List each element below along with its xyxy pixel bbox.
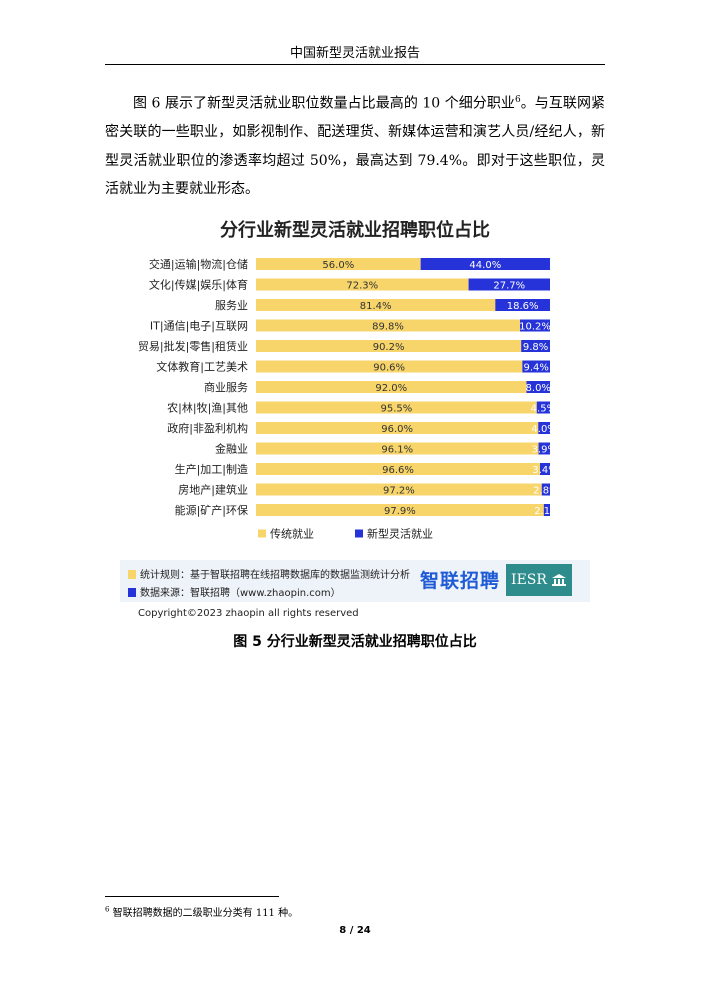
category-label: 生产|加工|制造 [175, 462, 248, 476]
flexible-value-label: 9.8% [523, 342, 548, 353]
traditional-value-label: 90.2% [373, 342, 405, 353]
legend-swatch [258, 529, 266, 538]
traditional-bar [256, 278, 469, 291]
traditional-value-label: 72.3% [346, 281, 378, 292]
traditional-value-label: 90.6% [373, 363, 405, 374]
figure-notes: 统计规则：基于智联招聘在线招聘数据库的数据监测统计分析 数据来源：智联招聘（ww… [120, 560, 590, 602]
category-label: 贸易|批发|零售|租赁业 [138, 339, 248, 353]
category-label: 农|林|牧|渔|其他 [167, 401, 248, 415]
flexible-bar [468, 278, 550, 291]
legend-label: 传统就业 [270, 527, 314, 541]
copyright: Copyright©2023 zhaopin all rights reserv… [138, 608, 359, 619]
traditional-value-label: 56.0% [322, 260, 354, 271]
traditional-bar [256, 401, 537, 414]
source-color-square [128, 588, 136, 597]
footnote-mark: 6 [105, 905, 110, 914]
traditional-bar [256, 319, 521, 332]
traditional-value-label: 97.9% [384, 506, 416, 517]
traditional-value-label: 96.0% [381, 424, 413, 435]
flexible-value-label: 3.4% [532, 465, 557, 476]
running-header: 中国新型灵活就业报告 [289, 46, 420, 61]
flexible-value-label: 3.9% [532, 445, 557, 456]
header-rule [105, 64, 605, 65]
flexible-value-label: 4.5% [531, 404, 556, 415]
paragraph-text-after: 。与互联网紧密关联的一些职业，如影视制作、配送理货、新媒体运营和演艺人员/经纪人… [105, 95, 605, 198]
traditional-value-label: 96.1% [381, 445, 413, 456]
zhaopin-logo: 智联招聘 [420, 570, 501, 592]
rule-color-square [128, 570, 136, 579]
footnote-text: 智联招聘数据的二级职业分类有 111 种。 [112, 908, 299, 919]
flexible-value-label: 10.2% [519, 322, 551, 333]
traditional-bar [256, 483, 542, 496]
traditional-value-label: 97.2% [383, 486, 415, 497]
category-label: IT|通信|电子|互联网 [150, 320, 248, 333]
traditional-value-label: 95.5% [380, 404, 412, 415]
data-source-note: 数据来源：智联招聘（www.zhaopin.com） [128, 584, 341, 599]
iesr-logo-text: IESR [511, 572, 547, 588]
traditional-bar [256, 442, 539, 455]
building-icon [551, 574, 566, 586]
page-number: 8 / 24 [339, 925, 371, 936]
flexible-bar [543, 504, 550, 516]
statistics-rule-text: 统计规则：基于智联招聘在线招聘数据库的数据监测统计分析 [140, 570, 410, 581]
flexible-bar [495, 299, 550, 311]
category-label: 能源|矿产|环保 [175, 503, 248, 517]
flexible-bar [522, 360, 550, 373]
traditional-value-label: 96.6% [382, 465, 414, 476]
traditional-value-label: 89.8% [372, 322, 404, 333]
flexible-bar [526, 381, 550, 393]
flexible-value-label: 27.7% [493, 281, 525, 292]
category-label: 政府|非盈利机构 [167, 421, 248, 435]
iesr-logo: IESR [506, 564, 572, 596]
category-label: 商业服务 [204, 380, 248, 394]
flexible-bar [541, 483, 550, 496]
traditional-bar [256, 299, 496, 311]
flexible-value-label: 18.6% [507, 301, 539, 312]
paragraph-text-before: 图 6 展示了新型灵活就业职位数量占比最高的 10 个细分职业 [133, 95, 515, 112]
flexible-value-label: 2.8% [533, 486, 558, 497]
statistics-rule-note: 统计规则：基于智联招聘在线招聘数据库的数据监测统计分析 [128, 566, 410, 581]
flexible-value-label: 9.4% [523, 363, 548, 374]
traditional-value-label: 81.4% [360, 301, 392, 312]
figure: 分行业新型灵活就业招聘职位占比 交通|运输|物流|仓储 56.0% 44.0% 文化|… [120, 208, 590, 620]
traditional-bar [256, 381, 527, 393]
category-label: 房地产|建筑业 [178, 483, 248, 497]
category-label: 文体教育|工艺美术 [156, 360, 248, 374]
category-label: 服务业 [215, 299, 248, 312]
footnote: 6 智联招聘数据的二级职业分类有 111 种。 [105, 904, 298, 919]
chart-title: 分行业新型灵活就业招聘职位占比 [220, 220, 490, 241]
legend-label: 新型灵活就业 [367, 527, 433, 541]
traditional-bar [256, 463, 541, 475]
category-label: 交通|运输|物流|仓储 [149, 257, 248, 271]
traditional-bar [256, 504, 544, 516]
flexible-bar [538, 422, 550, 434]
category-label: 文化|传媒|娱乐|体育 [149, 278, 248, 292]
flexible-bar [538, 442, 550, 455]
traditional-value-label: 92.0% [375, 383, 407, 394]
footnote-reference[interactable]: 6 [514, 95, 521, 105]
body-paragraph: 图 6 展示了新型灵活就业职位数量占比最高的 10 个细分职业6。与互联网紧密关… [105, 86, 605, 204]
flexible-value-label: 44.0% [469, 260, 501, 271]
footnote-rule [105, 896, 279, 897]
flexible-value-label: 2.1% [534, 506, 559, 517]
flexible-bar [520, 319, 550, 332]
traditional-bar [256, 360, 523, 373]
legend-swatch [355, 529, 363, 538]
category-label: 金融业 [215, 442, 248, 456]
data-source-text: 数据来源：智联招聘（www.zhaopin.com） [140, 588, 341, 599]
flexible-value-label: 4.0% [531, 424, 556, 435]
flexible-value-label: 8.0% [526, 383, 551, 394]
flexible-bar [536, 401, 550, 414]
flexible-bar [521, 340, 550, 352]
figure-caption: 图 5 分行业新型灵活就业招聘职位占比 [233, 634, 477, 650]
flexible-bar [420, 258, 550, 270]
traditional-bar [256, 340, 522, 352]
flexible-bar [540, 463, 550, 475]
traditional-bar [256, 258, 421, 270]
traditional-bar [256, 422, 539, 434]
stacked-bar-chart: 交通|运输|物流|仓储 56.0% 44.0% 文化|传媒|娱乐|体育 72.3% 27.… [138, 257, 560, 541]
